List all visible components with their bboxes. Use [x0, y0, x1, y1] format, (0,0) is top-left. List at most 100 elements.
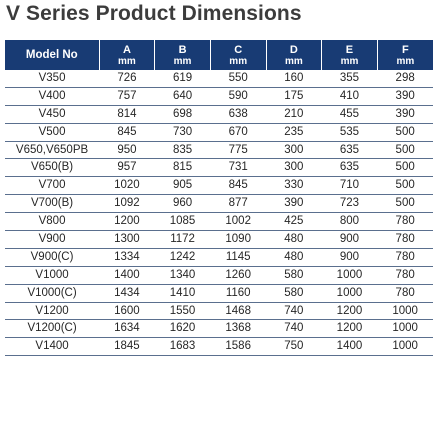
cell-dimension-d: 210 — [266, 105, 322, 124]
cell-dimension-a: 757 — [99, 87, 155, 106]
cell-dimension-b: 960 — [154, 194, 211, 214]
cell-dimension-a: 1600 — [99, 302, 155, 321]
table-row: V500 845 730 670 235 535 500 — [5, 123, 433, 142]
cell-dimension-b: 640 — [154, 87, 211, 106]
cell-dimension-e: 635 — [321, 158, 378, 178]
cell-dimension-b: 815 — [154, 158, 211, 178]
cell-dimension-b: 1550 — [154, 302, 211, 321]
cell-dimension-a: 1300 — [99, 230, 155, 249]
cell-model-no: V1400 — [5, 337, 100, 357]
cell-dimension-a: 814 — [99, 105, 155, 124]
cell-dimension-d: 425 — [266, 212, 322, 232]
cell-dimension-b: 619 — [154, 70, 211, 88]
header-c-letter: C — [234, 43, 243, 56]
table-row: V450 814 698 638 210 455 390 — [5, 105, 433, 124]
cell-dimension-f: 390 — [377, 105, 433, 124]
table-row: V1200(C) 1634 1620 1368 740 1200 1000 — [5, 319, 433, 339]
cell-dimension-f: 780 — [377, 284, 433, 303]
cell-dimension-e: 1200 — [321, 319, 378, 339]
cell-dimension-f: 780 — [377, 248, 433, 267]
header-dimension-b: B mm — [154, 40, 211, 70]
header-e-letter: E — [345, 43, 354, 56]
cell-dimension-c: 1260 — [210, 266, 267, 285]
cell-dimension-c: 1002 — [210, 212, 267, 232]
cell-dimension-b: 698 — [154, 105, 211, 124]
cell-dimension-c: 1368 — [210, 319, 267, 339]
cell-dimension-d: 480 — [266, 248, 322, 267]
cell-model-no: V650(B) — [5, 158, 100, 178]
cell-model-no: V650,V650PB — [5, 141, 100, 160]
header-b-unit: mm — [173, 55, 192, 67]
cell-dimension-a: 1020 — [99, 176, 155, 196]
cell-model-no: V1200(C) — [5, 319, 100, 339]
header-dimension-e: E mm — [321, 40, 378, 70]
table-row: V1000(C) 1434 1410 1160 580 1000 780 — [5, 284, 433, 303]
cell-dimension-f: 1000 — [377, 337, 433, 357]
table-row: V350 726 619 550 160 355 298 — [5, 70, 433, 88]
table-row: V800 1200 1085 1002 425 800 780 — [5, 212, 433, 232]
cell-dimension-f: 500 — [377, 194, 433, 214]
cell-dimension-a: 845 — [99, 123, 155, 142]
cell-dimension-d: 580 — [266, 284, 322, 303]
table-row: V650(B) 957 815 731 300 635 500 — [5, 158, 433, 178]
cell-dimension-e: 535 — [321, 123, 378, 142]
header-dimension-d: D mm — [266, 40, 323, 70]
table-row: V400 757 640 590 175 410 390 — [5, 87, 433, 106]
cell-dimension-a: 1400 — [99, 266, 155, 285]
cell-dimension-b: 730 — [154, 123, 211, 142]
cell-dimension-b: 1085 — [154, 212, 211, 232]
cell-dimension-f: 500 — [377, 176, 433, 196]
dimensions-table: Model No A mm B mm C mm D mm E mm F — [5, 40, 433, 357]
cell-dimension-e: 1400 — [321, 337, 378, 357]
cell-model-no: V1200 — [5, 302, 100, 321]
cell-dimension-f: 298 — [377, 70, 433, 88]
cell-dimension-f: 780 — [377, 266, 433, 285]
header-f-unit: mm — [396, 55, 415, 67]
cell-dimension-d: 750 — [266, 337, 322, 357]
cell-dimension-e: 900 — [321, 248, 378, 267]
cell-dimension-d: 390 — [266, 194, 322, 214]
cell-dimension-e: 723 — [321, 194, 378, 214]
cell-dimension-c: 1090 — [210, 230, 267, 249]
cell-dimension-a: 726 — [99, 70, 155, 88]
cell-dimension-e: 900 — [321, 230, 378, 249]
cell-dimension-e: 1000 — [321, 284, 378, 303]
cell-dimension-f: 390 — [377, 87, 433, 106]
cell-model-no: V700 — [5, 176, 100, 196]
cell-dimension-a: 957 — [99, 158, 155, 178]
cell-dimension-e: 1200 — [321, 302, 378, 321]
header-d-letter: D — [289, 43, 298, 56]
cell-dimension-a: 1634 — [99, 319, 155, 339]
cell-model-no: V700(B) — [5, 194, 100, 214]
cell-model-no: V450 — [5, 105, 100, 124]
cell-dimension-a: 1200 — [99, 212, 155, 232]
cell-dimension-e: 800 — [321, 212, 378, 232]
header-dimension-a: A mm — [99, 40, 156, 70]
cell-dimension-b: 1410 — [154, 284, 211, 303]
cell-dimension-e: 455 — [321, 105, 378, 124]
table-row: V900 1300 1172 1090 480 900 780 — [5, 230, 433, 249]
cell-dimension-f: 1000 — [377, 319, 433, 339]
cell-dimension-e: 635 — [321, 141, 378, 160]
cell-dimension-d: 480 — [266, 230, 322, 249]
cell-dimension-e: 710 — [321, 176, 378, 196]
table-body: V350 726 619 550 160 355 298 V400 757 640 590 175 41… — [5, 70, 433, 357]
header-dimension-c: C mm — [210, 40, 267, 70]
cell-dimension-c: 845 — [210, 176, 267, 196]
table-row: V900(C) 1334 1242 1145 480 900 780 — [5, 248, 433, 267]
table-header-row: Model No A mm B mm C mm D mm E mm F — [5, 40, 433, 70]
cell-dimension-d: 580 — [266, 266, 322, 285]
cell-model-no: V900 — [5, 230, 100, 249]
cell-model-no: V1000 — [5, 266, 100, 285]
cell-model-no: V350 — [5, 70, 100, 88]
cell-dimension-b: 835 — [154, 141, 211, 160]
cell-dimension-b: 1172 — [154, 230, 211, 249]
cell-dimension-d: 175 — [266, 87, 322, 106]
cell-model-no: V900(C) — [5, 248, 100, 267]
cell-dimension-c: 590 — [210, 87, 267, 106]
cell-dimension-f: 500 — [377, 123, 433, 142]
cell-dimension-e: 1000 — [321, 266, 378, 285]
cell-dimension-a: 950 — [99, 141, 155, 160]
table-row: V700 1020 905 845 330 710 500 — [5, 176, 433, 196]
cell-dimension-c: 550 — [210, 70, 267, 88]
